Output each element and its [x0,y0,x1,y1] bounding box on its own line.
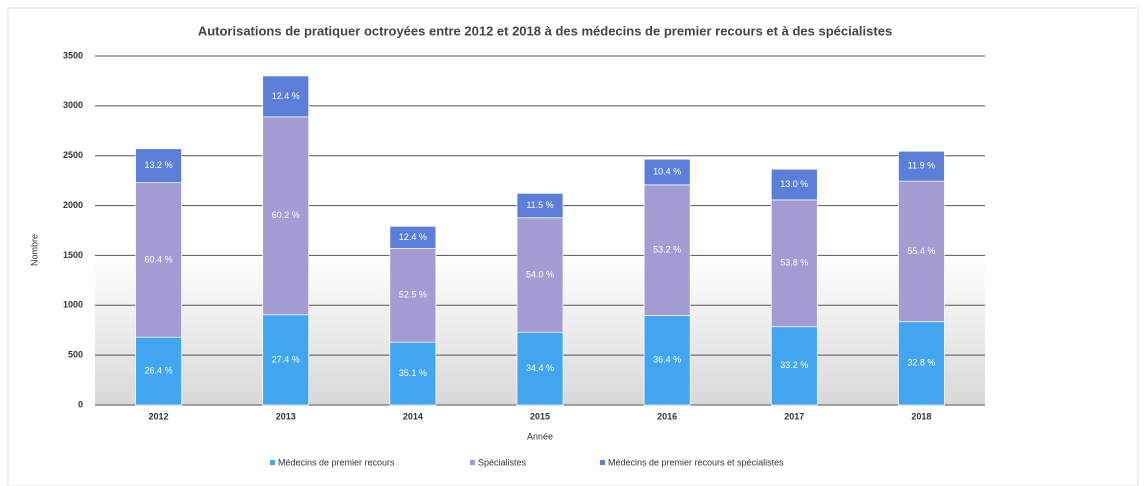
chart-title: Autorisations de pratiquer octroyées ent… [198,23,892,38]
data-label: 53.8 % [780,258,808,268]
bar-segment [770,326,818,406]
bar-segment [770,199,818,328]
y-tick-label: 500 [68,350,83,360]
bar-segment [898,321,945,406]
x-tick-label: 2015 [530,411,550,421]
bar-segment [643,184,691,316]
data-label: 12.4 % [399,232,427,242]
bar-segment [389,225,437,249]
y-axis-title: Nombre [29,234,39,266]
x-tick-label: 2012 [149,411,169,421]
bar-segment [516,192,564,219]
bar-segment [516,331,564,406]
data-label: 54.0 % [526,269,554,279]
y-tick-label: 1000 [63,300,83,310]
bar-segment [262,116,310,316]
x-tick-label: 2017 [784,411,804,421]
legend-swatch [600,460,605,465]
bar-segment [643,158,691,186]
x-tick-label: 2016 [657,411,677,421]
bar-segment [516,217,564,333]
data-label: 11.9 % [908,161,935,171]
legend-label: Spécialistes [478,457,527,467]
x-tick-label: 2018 [911,411,931,421]
data-label: 26.4 % [145,365,173,375]
data-label: 27.4 % [272,354,300,364]
data-label: 13.0 % [780,179,808,189]
data-label: 34.4 % [526,363,554,373]
bar-segment [135,148,182,183]
y-tick-label: 3500 [63,50,83,60]
bar-segment [135,182,182,338]
bar-segment [898,150,945,182]
legend-swatch [470,460,475,465]
x-tick-label: 2014 [403,411,423,421]
data-label: 60.4 % [145,254,173,264]
data-label: 55.4 % [907,246,935,256]
legend-label: Médecins de premier recours [278,457,395,467]
bar-segment [135,336,182,406]
data-label: 11.5 % [526,200,553,210]
data-label: 12.4 % [272,91,300,101]
y-tick-label: 2000 [63,200,83,210]
bar-segment [389,248,437,343]
x-tick-label: 2013 [276,411,296,421]
legend-label: Médecins de premier recours et spécialis… [608,457,784,467]
legend-swatch [270,460,275,465]
y-tick-label: 0 [78,399,83,409]
y-tick-label: 2500 [63,150,83,160]
data-label: 36.4 % [653,355,681,365]
x-axis-title: Année [527,431,553,441]
bar-segment [643,315,691,406]
data-label: 53.2 % [653,245,681,255]
data-label: 52.5 % [399,290,427,300]
data-label: 60.2 % [272,210,300,220]
bar-segment [262,75,310,118]
frame [7,7,1139,486]
data-label: 32.8 % [907,358,935,368]
y-tick-label: 1500 [63,250,83,260]
bar-segment [898,180,945,323]
data-label: 10.4 % [653,166,681,176]
data-label: 33.2 % [780,360,808,370]
data-label: 35.1 % [399,368,427,378]
y-tick-label: 3000 [63,100,83,110]
data-label: 13.2 % [145,160,173,170]
bar-segment [770,168,818,201]
bar-segment [389,341,437,406]
